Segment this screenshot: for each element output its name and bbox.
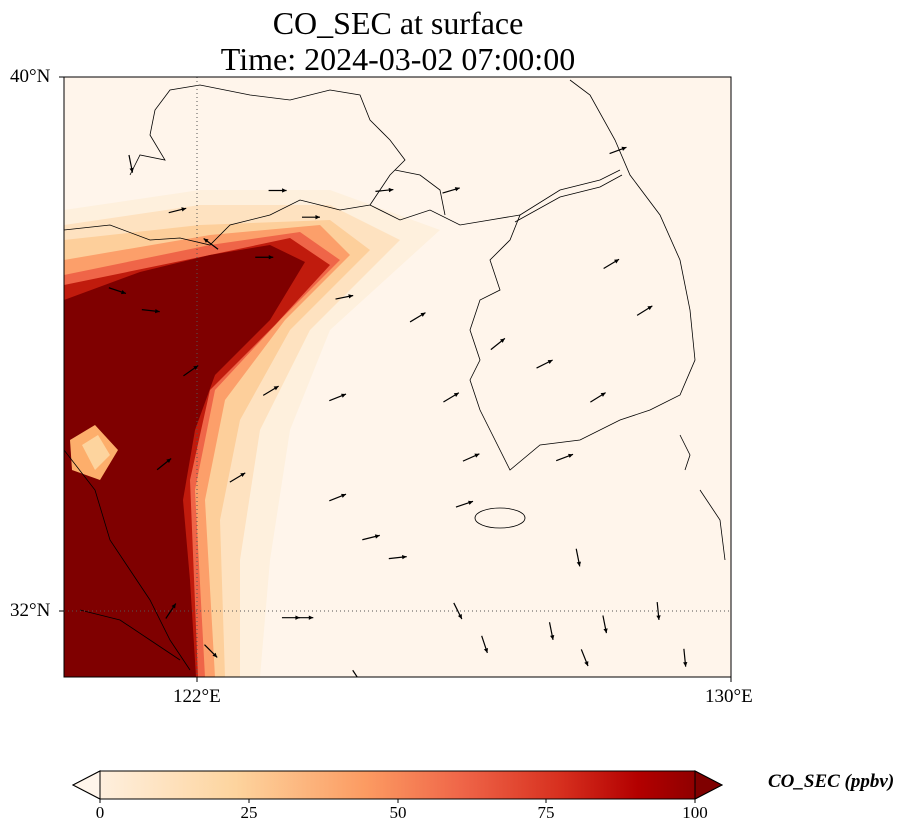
co-plume (64, 190, 440, 677)
wind-arrow (165, 603, 177, 619)
coastlines (64, 79, 726, 671)
colorbar (71, 770, 724, 803)
wind-arrow (536, 359, 553, 369)
colorbar-tick-0: 0 (95, 803, 105, 822)
wind-arrow (481, 635, 489, 654)
plot-title-line1: CO_SEC at surface (272, 5, 524, 41)
wind-arrow (183, 365, 199, 377)
wind-arrow (262, 385, 279, 396)
wind-arrow (455, 500, 474, 508)
wind-arrow (301, 215, 320, 220)
wind-arrow (443, 392, 460, 403)
plot-title-line2: Time: 2024-03-02 07:00:00 (220, 41, 576, 77)
colorbar-tick-25: 25 (240, 803, 258, 822)
wind-arrow (603, 258, 620, 270)
wind-arrow (335, 294, 354, 300)
wind-arrow (590, 392, 606, 403)
lon-tick-122: 122°E (173, 686, 221, 707)
map-frame (63, 76, 732, 678)
wind-arrow (362, 534, 380, 541)
wind-arrow (141, 308, 160, 314)
wind-arrow (453, 602, 463, 620)
wind-vectors (108, 146, 688, 677)
wind-arrow (388, 554, 407, 560)
wind-arrow (329, 493, 347, 502)
colorbar-label: CO_SEC (ppbv) (768, 771, 895, 792)
colorbar-tick-75: 75 (537, 803, 555, 822)
wind-arrow (268, 188, 287, 193)
axis-ticks (59, 76, 732, 682)
lon-tick-130: 130°E (705, 686, 753, 707)
wind-arrow (602, 615, 608, 634)
wind-arrow (108, 287, 127, 295)
wind-arrow (462, 453, 480, 462)
wind-arrow (255, 255, 274, 260)
wind-arrow (636, 305, 653, 316)
wind-arrow (229, 472, 246, 483)
lat-tick-40: 40°N (10, 66, 51, 87)
colorbar-tick-50: 50 (389, 803, 407, 822)
wind-arrow (555, 453, 574, 462)
wind-arrow (352, 669, 358, 677)
lat-tick-32: 32°N (10, 600, 51, 621)
wind-arrow (375, 187, 394, 193)
wind-arrow (609, 146, 627, 155)
wind-arrow (168, 207, 187, 214)
wind-arrow (442, 187, 460, 194)
colorbar-tick-100: 100 (682, 803, 708, 822)
wind-arrow (580, 649, 589, 667)
wind-arrow (128, 154, 134, 173)
gridlines (64, 77, 731, 677)
wind-arrow (204, 644, 218, 658)
wind-arrow (575, 548, 581, 567)
wind-arrow (683, 648, 688, 667)
wind-arrow (548, 622, 555, 640)
wind-arrow (656, 601, 661, 621)
wind-arrow (490, 337, 506, 351)
wind-arrow (329, 393, 347, 402)
wind-arrow (203, 237, 219, 250)
map-panel (64, 77, 731, 677)
wind-arrow (156, 458, 172, 471)
wind-arrow (409, 312, 426, 323)
wind-arrow (295, 615, 314, 620)
